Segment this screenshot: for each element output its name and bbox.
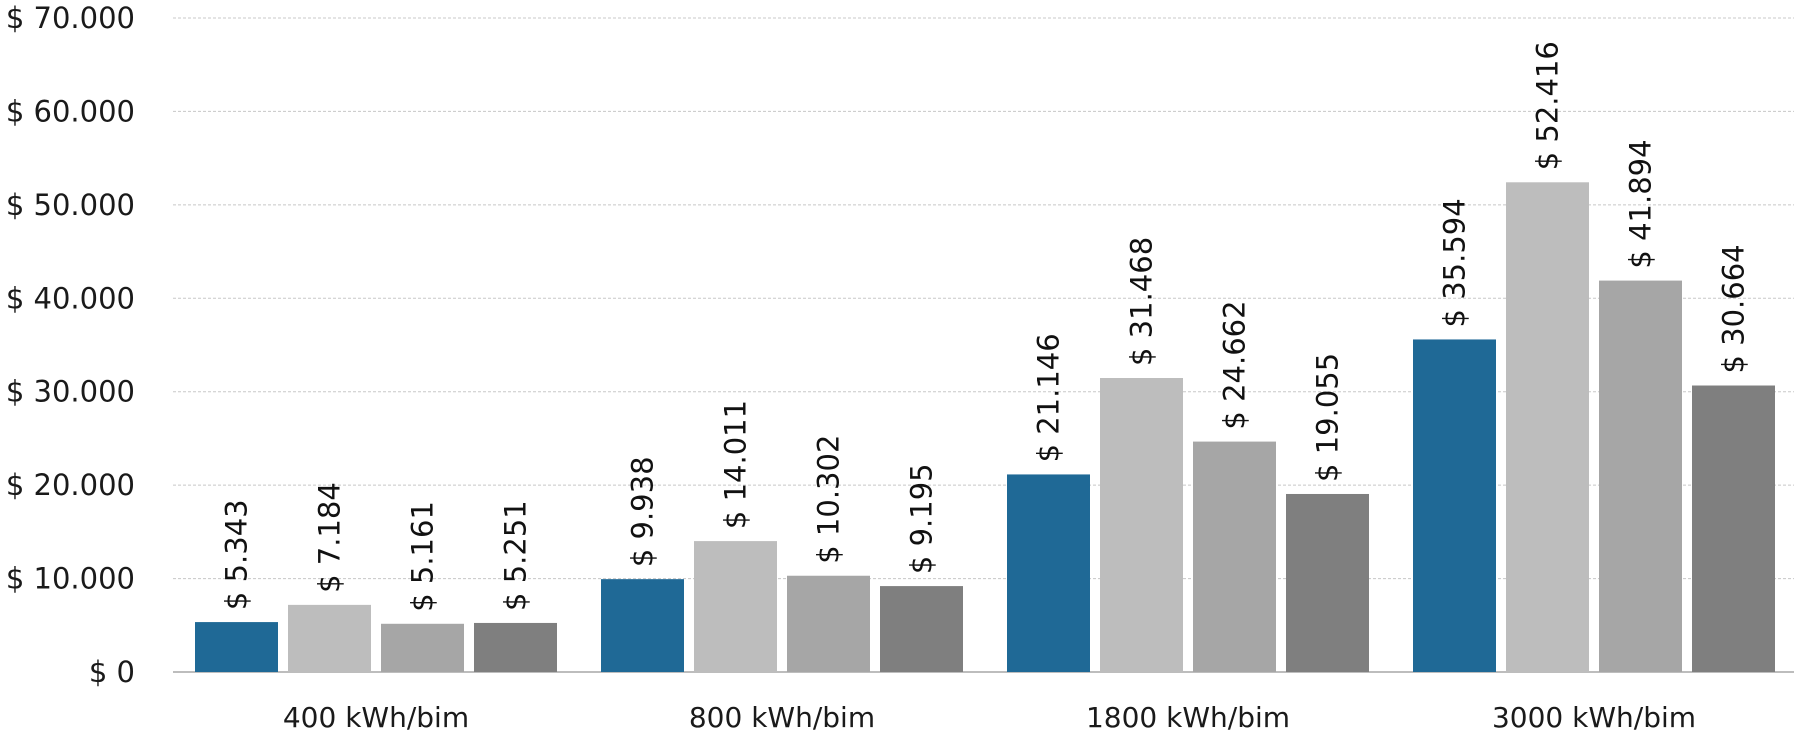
bar-value-label: $ 30.664 bbox=[1717, 244, 1751, 373]
x-axis-tick-labels: 400 kWh/bim 800 kWh/bim 1800 kWh/bim 3000 k… bbox=[283, 701, 1696, 732]
x-tick-label: 400 kWh/bim bbox=[283, 701, 469, 732]
y-tick-label: $ 20.000 bbox=[6, 468, 135, 502]
x-tick-label: 3000 kWh/bim bbox=[1492, 701, 1696, 732]
y-axis-tick-labels: $ 0 $ 10.000 $ 20.000 $ 30.000 $ 40.000 $ 50.… bbox=[6, 1, 135, 689]
x-tick-label: 1800 kWh/bim bbox=[1086, 701, 1290, 732]
bar-value-label: $ 9.938 bbox=[626, 456, 660, 567]
y-tick-label: $ 10.000 bbox=[6, 562, 135, 596]
bar bbox=[288, 604, 371, 672]
bar bbox=[1286, 493, 1369, 672]
bar bbox=[1193, 441, 1276, 672]
bar-value-label: $ 41.894 bbox=[1624, 139, 1658, 268]
bar bbox=[381, 623, 464, 672]
bar bbox=[1413, 339, 1496, 672]
data-labels: $ 5.343 $ 7.184 $ 5.161 $ 5.251 $ 9.938 $ 14.… bbox=[220, 41, 1751, 612]
bar-value-label: $ 5.343 bbox=[220, 499, 254, 610]
bar-value-label: $ 24.662 bbox=[1218, 300, 1252, 429]
bar bbox=[1007, 474, 1090, 672]
bar bbox=[880, 586, 963, 672]
y-tick-label: $ 60.000 bbox=[6, 94, 135, 128]
bar-value-label: $ 5.161 bbox=[406, 501, 440, 612]
bar-value-label: $ 52.416 bbox=[1531, 41, 1565, 170]
y-tick-label: $ 30.000 bbox=[6, 375, 135, 409]
bar bbox=[787, 575, 870, 672]
y-tick-label: $ 0 bbox=[89, 655, 135, 689]
bar-value-label: $ 19.055 bbox=[1311, 353, 1345, 482]
bar-value-label: $ 14.011 bbox=[719, 400, 753, 529]
bar-value-label: $ 7.184 bbox=[313, 482, 347, 593]
bar bbox=[1692, 385, 1775, 672]
y-tick-label: $ 70.000 bbox=[6, 1, 135, 35]
bar bbox=[601, 579, 684, 672]
bar-value-label: $ 5.251 bbox=[499, 500, 533, 611]
bar bbox=[474, 622, 557, 672]
y-tick-label: $ 40.000 bbox=[6, 281, 135, 315]
bar bbox=[1100, 377, 1183, 672]
bar-value-label: $ 9.195 bbox=[905, 463, 939, 574]
bar-value-label: $ 21.146 bbox=[1032, 333, 1066, 462]
x-tick-label: 800 kWh/bim bbox=[689, 701, 875, 732]
bar bbox=[195, 622, 278, 672]
bar bbox=[1599, 280, 1682, 672]
bar-value-label: $ 10.302 bbox=[812, 435, 846, 564]
bars bbox=[195, 182, 1775, 673]
bar bbox=[1506, 182, 1589, 673]
y-tick-label: $ 50.000 bbox=[6, 188, 135, 222]
bar bbox=[694, 541, 777, 672]
bar-value-label: $ 31.468 bbox=[1125, 237, 1159, 366]
bar-value-label: $ 35.594 bbox=[1438, 198, 1472, 327]
